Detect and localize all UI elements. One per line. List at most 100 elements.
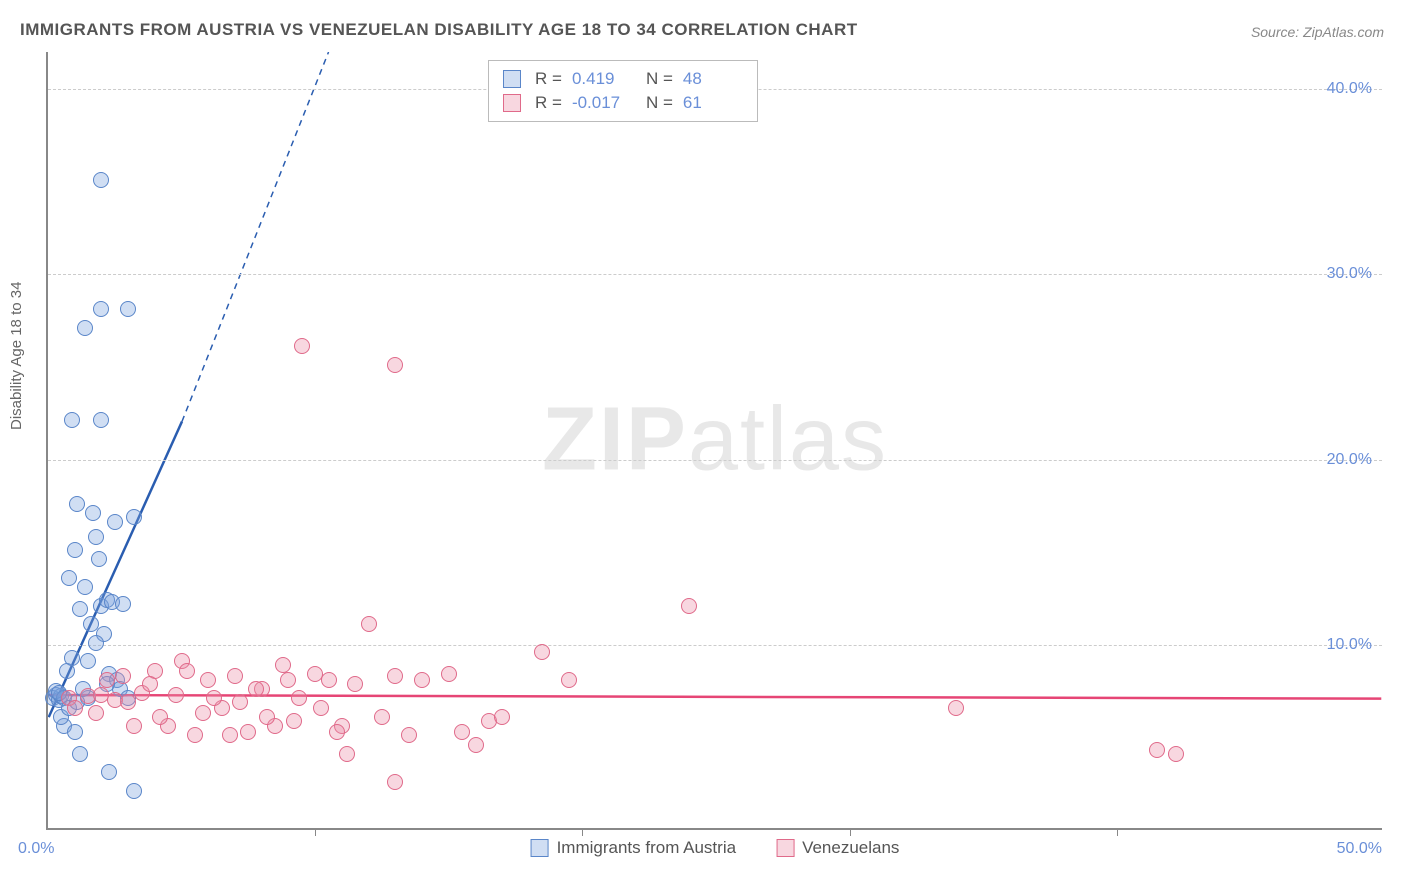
scatter-point (361, 616, 377, 632)
scatter-point (64, 412, 80, 428)
r-label: R = (535, 93, 562, 113)
scatter-point (347, 676, 363, 692)
scatter-point (534, 644, 550, 660)
scatter-point (222, 727, 238, 743)
scatter-point (61, 570, 77, 586)
scatter-point (93, 412, 109, 428)
x-tick (582, 828, 583, 836)
scatter-point (291, 690, 307, 706)
scatter-point (248, 681, 264, 697)
scatter-point (88, 529, 104, 545)
scatter-plot: ZIPatlas 10.0%20.0%30.0%40.0% R = 0.419 … (46, 52, 1382, 830)
x-tick (1117, 828, 1118, 836)
scatter-point (387, 774, 403, 790)
scatter-point (374, 709, 390, 725)
swatch-pink-icon (503, 94, 521, 112)
swatch-pink-icon (776, 839, 794, 857)
scatter-point (142, 676, 158, 692)
scatter-point (1168, 746, 1184, 762)
scatter-point (115, 668, 131, 684)
legend-item-series2: Venezuelans (776, 838, 899, 858)
n-value: 48 (683, 69, 743, 89)
scatter-point (85, 505, 101, 521)
scatter-point (107, 514, 123, 530)
legend-item-series1: Immigrants from Austria (531, 838, 737, 858)
gridline (48, 274, 1382, 275)
r-label: R = (535, 69, 562, 89)
scatter-point (387, 668, 403, 684)
scatter-point (280, 672, 296, 688)
scatter-point (681, 598, 697, 614)
legend-label: Immigrants from Austria (557, 838, 737, 858)
scatter-point (948, 700, 964, 716)
scatter-point (275, 657, 291, 673)
scatter-point (561, 672, 577, 688)
scatter-point (91, 551, 107, 567)
correlation-stats-legend: R = 0.419 N = 48 R = -0.017 N = 61 (488, 60, 758, 122)
scatter-point (232, 694, 248, 710)
r-value: 0.419 (572, 69, 632, 89)
scatter-point (126, 509, 142, 525)
r-value: -0.017 (572, 93, 632, 113)
scatter-point (80, 653, 96, 669)
scatter-point (200, 672, 216, 688)
swatch-blue-icon (503, 70, 521, 88)
y-tick-label: 10.0% (1327, 636, 1372, 654)
scatter-point (99, 672, 115, 688)
scatter-point (120, 301, 136, 317)
x-tick (850, 828, 851, 836)
scatter-point (67, 700, 83, 716)
scatter-point (313, 700, 329, 716)
scatter-point (126, 718, 142, 734)
scatter-point (88, 635, 104, 651)
y-tick-label: 20.0% (1327, 451, 1372, 469)
scatter-point (77, 579, 93, 595)
chart-title: IMMIGRANTS FROM AUSTRIA VS VENEZUELAN DI… (20, 20, 858, 40)
scatter-point (206, 690, 222, 706)
scatter-point (72, 601, 88, 617)
stats-row-series2: R = -0.017 N = 61 (503, 91, 743, 115)
scatter-point (321, 672, 337, 688)
scatter-point (414, 672, 430, 688)
scatter-point (93, 172, 109, 188)
scatter-point (152, 709, 168, 725)
n-label: N = (646, 69, 673, 89)
scatter-point (195, 705, 211, 721)
scatter-point (441, 666, 457, 682)
scatter-point (115, 596, 131, 612)
scatter-point (101, 764, 117, 780)
scatter-point (494, 709, 510, 725)
legend-label: Venezuelans (802, 838, 899, 858)
scatter-point (72, 746, 88, 762)
x-origin-label: 0.0% (18, 840, 54, 858)
scatter-point (179, 663, 195, 679)
gridline (48, 645, 1382, 646)
scatter-point (468, 737, 484, 753)
x-tick (315, 828, 316, 836)
scatter-point (126, 783, 142, 799)
y-axis-label: Disability Age 18 to 34 (8, 282, 25, 430)
swatch-blue-icon (531, 839, 549, 857)
x-end-label: 50.0% (1337, 840, 1382, 858)
scatter-point (294, 338, 310, 354)
scatter-point (77, 320, 93, 336)
scatter-point (67, 542, 83, 558)
source-attribution: Source: ZipAtlas.com (1251, 24, 1384, 40)
scatter-point (329, 724, 345, 740)
scatter-point (67, 724, 83, 740)
scatter-point (387, 357, 403, 373)
scatter-point (64, 650, 80, 666)
gridline (48, 460, 1382, 461)
scatter-point (227, 668, 243, 684)
scatter-point (240, 724, 256, 740)
scatter-point (286, 713, 302, 729)
watermark: ZIPatlas (542, 389, 888, 492)
scatter-point (1149, 742, 1165, 758)
series-legend: Immigrants from Austria Venezuelans (531, 838, 900, 858)
scatter-point (88, 705, 104, 721)
scatter-point (454, 724, 470, 740)
scatter-point (187, 727, 203, 743)
scatter-point (259, 709, 275, 725)
y-tick-label: 30.0% (1327, 265, 1372, 283)
scatter-point (339, 746, 355, 762)
